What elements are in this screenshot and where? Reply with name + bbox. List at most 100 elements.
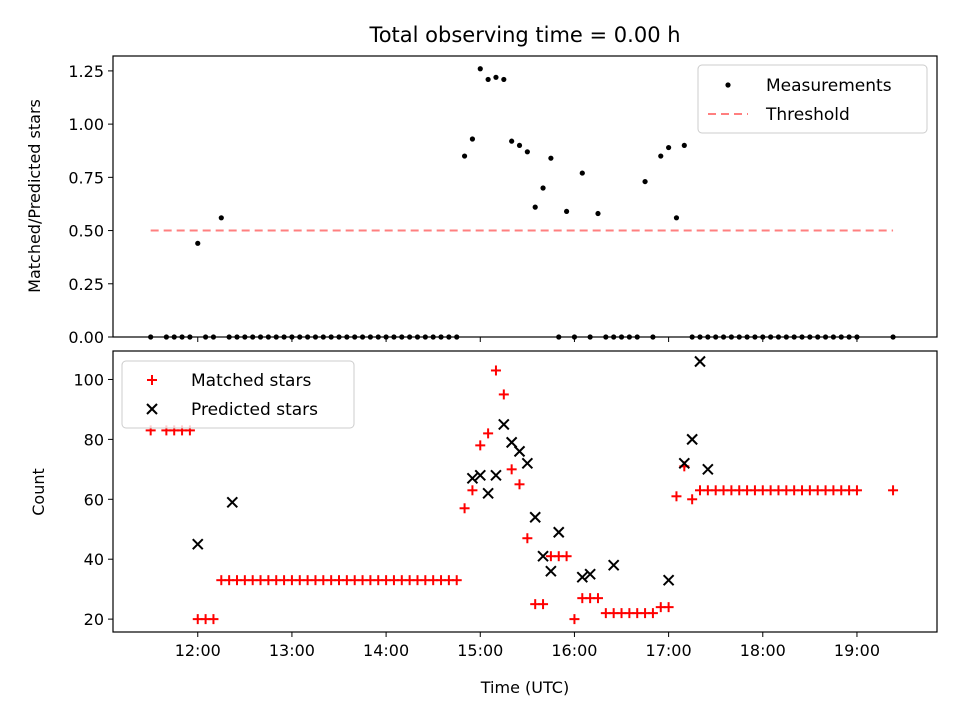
x-axis-label: Time (UTC) [480,678,569,697]
predicted-star-point [537,550,549,562]
measurement-point [595,210,601,217]
top-y-tick-label: 1.00 [68,115,104,134]
predicted-star-point [226,496,238,508]
measurement-point [461,153,468,159]
measurement-point [509,138,515,144]
predicted-star-point [498,418,510,431]
bottom-axes-frame [112,350,938,633]
predicted-star-point [192,538,204,550]
x-tick-label: 19:00 [834,641,880,660]
top-axes: 0.00 0.25 0.50 0.75 1.00 1.25 Matched/Predict… [25,55,938,347]
matched-star-point [569,614,580,625]
matched-star-point [888,485,899,496]
measurement-point [540,185,546,191]
bottom-y-axis-label: Count [29,468,48,516]
legend-matched-label: Matched stars [191,371,311,391]
predicted-star-point [521,457,534,470]
legend-measurements-marker [725,82,731,88]
top-y-tick-label: 0.25 [68,275,104,294]
predicted-star-point [694,355,706,368]
matched-star-point [451,575,462,586]
bottom-y-tick-label: 80 [84,430,104,449]
predicted-star-point [607,559,620,571]
measurement-point [666,144,672,151]
measurement-point [195,240,201,246]
matched-star-point [498,389,509,400]
legend-threshold-label: Threshold [765,105,850,125]
measurement-point [579,170,585,176]
measurement-point [493,74,499,80]
matched-star-point [561,551,572,562]
top-legend: Measurements Threshold [697,64,928,134]
measurement-point [524,149,530,155]
matched-star-point [538,599,549,610]
legend-plus-glyph [147,375,157,385]
predicted-star-point [545,565,557,577]
top-axes-frame [112,55,938,338]
x-tick-label: 16:00 [551,641,597,660]
bottom-plot-area [145,355,899,625]
predicted-star-point [490,469,502,482]
measurement-point [477,66,483,72]
matched-star-point [475,440,486,451]
legend-x-glyph [146,403,158,415]
measurement-point [658,153,664,159]
matched-star-point [671,491,682,502]
top-x-ticks [197,337,858,342]
top-y-tick-label: 0.75 [68,168,104,187]
predicted-star-point [466,472,479,485]
predicted-star-point [702,463,714,476]
predicted-star-point [576,571,588,583]
predicted-star-point [678,457,691,470]
matched-star-point [522,533,533,544]
matched-star-point [459,503,470,514]
bottom-y-ticks: 20 40 60 80 100 [73,370,113,629]
predicted-star-point [474,469,486,482]
measurement-point [485,76,491,83]
top-y-ticks: 0.00 0.25 0.50 0.75 1.00 1.25 [68,62,113,347]
matched-star-point [514,479,525,490]
predicted-star-point [686,433,698,446]
matched-star-point [467,485,478,496]
measurement-point [516,142,523,149]
top-y-tick-label: 0.50 [68,222,104,241]
measurement-point [681,142,687,149]
x-tick-label: 14:00 [363,641,409,660]
legend-predicted-marker [146,403,158,415]
bottom-y-tick-label: 100 [73,370,104,389]
predicted-star-point [513,445,526,458]
matched-star-point [687,494,698,505]
measurement-point [642,178,648,185]
predicted-star-point [662,574,675,586]
measurement-point [673,215,680,221]
x-tick-label: 15:00 [457,641,503,660]
bottom-legend-box [121,360,355,429]
legend-matched-marker [147,375,157,385]
matched-star-point [592,593,603,604]
chart-title: Total observing time = 0.00 h [368,23,680,47]
measurement-point [469,136,476,142]
bottom-y-tick-label: 40 [84,550,104,569]
matched-star-point [647,608,658,619]
top-y-tick-label: 0.00 [68,328,104,347]
matched-star-point [663,602,674,613]
predicted-star-point [505,436,518,449]
bottom-y-tick-label: 60 [84,490,104,509]
predicted-star-point [553,526,565,538]
measurement-point [218,215,224,221]
predicted-star-point [529,511,541,523]
matched-star-point [483,428,494,439]
x-tick-label: 12:00 [175,641,221,660]
matched-star-point [851,485,862,496]
bottom-x-ticks: 12:00 13:00 14:00 15:00 16:00 17:00 18:00 19:00 [175,632,880,660]
x-tick-label: 18:00 [740,641,786,660]
measurement-point [548,155,554,161]
matched-star-point [506,464,517,475]
measurement-point [563,208,570,215]
x-tick-label: 17:00 [646,641,692,660]
bottom-legend: Matched stars Predicted stars [121,360,355,429]
x-tick-label: 13:00 [269,641,315,660]
measurement-point [501,76,507,83]
top-y-tick-label: 1.25 [68,62,104,81]
